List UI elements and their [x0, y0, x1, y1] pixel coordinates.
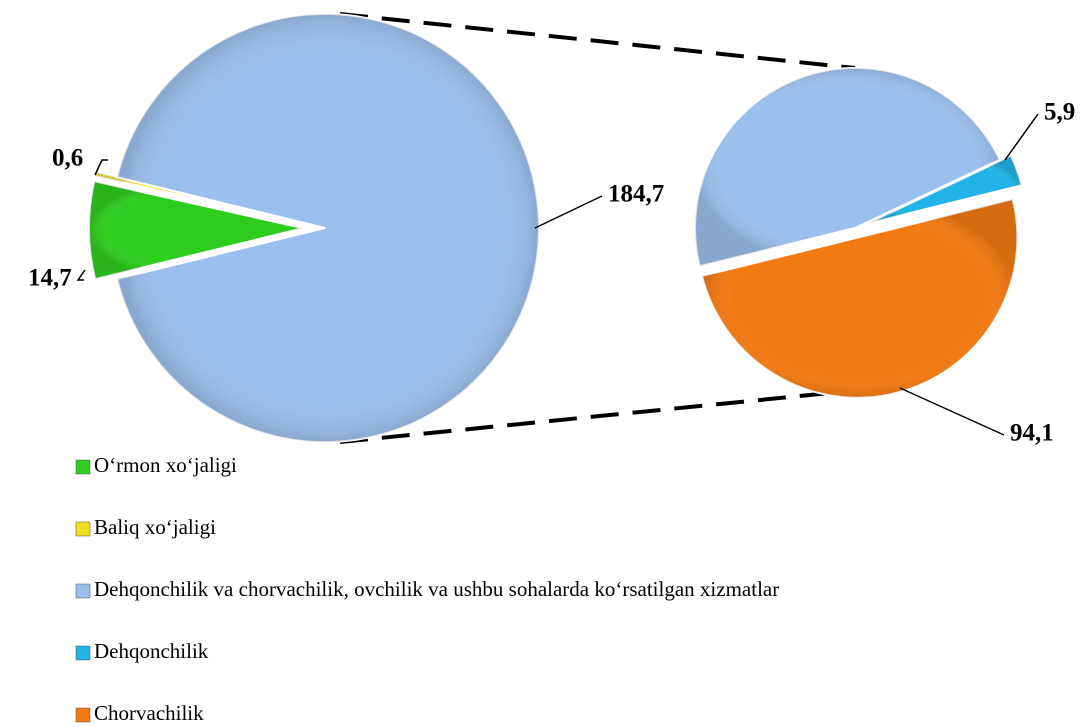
connector [339, 12, 856, 70]
legend-swatch [75, 707, 91, 723]
data-label: 0,6 [52, 145, 83, 172]
slice-shade [117, 13, 539, 443]
slice-shade [695, 68, 1000, 267]
legend-label: Chorvachilik [94, 701, 204, 725]
legend-swatch [75, 521, 91, 537]
leader-line [899, 387, 1005, 436]
slice-shade [702, 198, 1018, 398]
legend-label: Dehqonchilik [94, 639, 209, 663]
leader-line [534, 195, 603, 229]
slice-shade [89, 181, 304, 280]
legend-swatch [75, 645, 91, 661]
connector [339, 388, 861, 444]
leader-line [1004, 113, 1039, 161]
data-label: 14,7 [28, 265, 72, 292]
legend-label: Baliq xo‘jaligi [94, 515, 216, 539]
data-label: 5,9 [1044, 99, 1075, 126]
legend-label: Dehqonchilik va chorvachilik, ovchilik v… [94, 577, 779, 601]
leader-line [94, 159, 108, 176]
legend-swatch [75, 583, 91, 599]
data-label: 184,7 [608, 181, 664, 208]
slice-shade [866, 155, 1022, 224]
leader-line [76, 269, 86, 281]
legend-label: O‘rmon xo‘jaligi [94, 453, 237, 477]
data-label: 94,1 [1010, 420, 1054, 447]
legend-swatch [75, 459, 91, 475]
